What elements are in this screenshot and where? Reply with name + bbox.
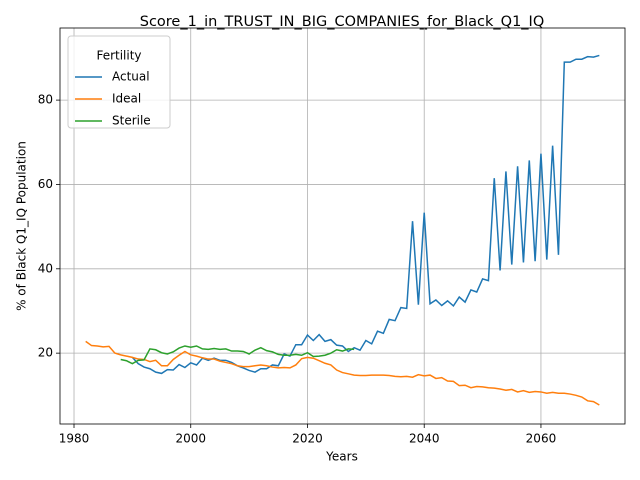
- y-tick-label: 60: [38, 177, 53, 191]
- legend-label: Ideal: [112, 92, 141, 106]
- y-tick-label: 40: [38, 261, 53, 275]
- x-tick-label: 2060: [526, 432, 557, 446]
- y-tick-label: 20: [38, 346, 53, 360]
- chart-title: Score_1_in_TRUST_IN_BIG_COMPANIES_for_Bl…: [140, 14, 545, 30]
- plot-frame: [59, 27, 626, 425]
- legend-label: Sterile: [112, 114, 151, 128]
- legend: Fertility Actual Ideal Sterile: [67, 35, 171, 129]
- y-axis-label: % of Black Q1_IQ Population: [15, 141, 29, 311]
- x-axis-label: Years: [325, 450, 358, 464]
- legend-label: Actual: [112, 70, 150, 84]
- x-tick-label: 2000: [175, 432, 206, 446]
- legend-box: [67, 35, 171, 129]
- x-tick-label: 2040: [409, 432, 440, 446]
- series-line: [120, 345, 355, 365]
- y-tick-label: 80: [38, 93, 53, 107]
- series-line: [85, 340, 600, 406]
- legend-title: Fertility: [96, 49, 141, 63]
- x-tick-label: 1980: [59, 432, 90, 446]
- x-tick-label: 2020: [292, 432, 323, 446]
- series-line: [131, 54, 600, 375]
